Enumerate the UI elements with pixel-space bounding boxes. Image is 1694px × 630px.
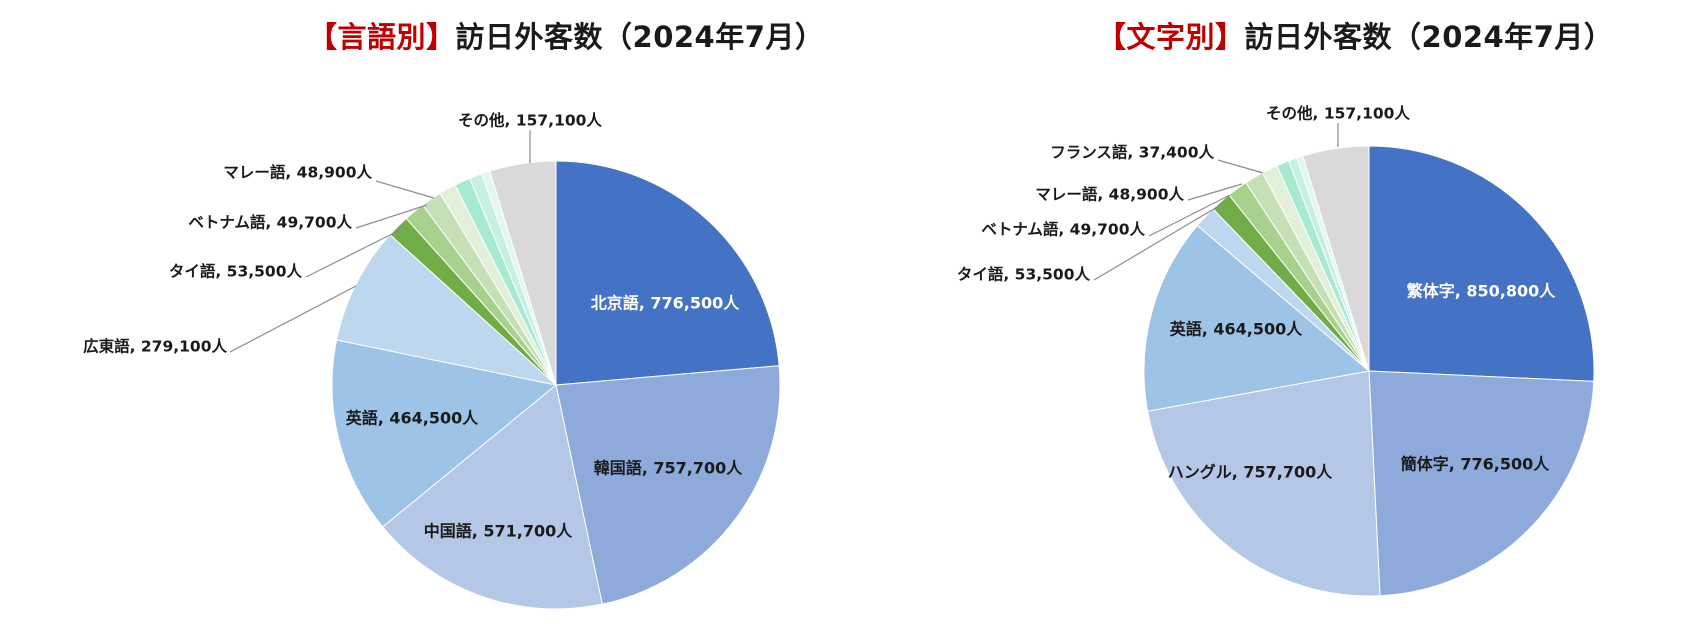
leader-line (355, 204, 428, 229)
pie-slice-その他 (489, 160, 557, 386)
leader-line (1217, 159, 1264, 174)
data-label: 広東語, 279,100人 (83, 337, 227, 356)
data-label: 繁体字, 850,800人 (1406, 282, 1557, 301)
pie-slice-英語 (1143, 224, 1371, 412)
data-label: 英語, 464,500人 (345, 409, 480, 428)
data-label: 北京語, 776,500人 (591, 294, 741, 313)
title-main: 訪日外客数（2024年7月） (1244, 20, 1614, 54)
pie-slice-北京語 (555, 160, 780, 386)
data-label: マレー語, 48,900人 (223, 163, 372, 182)
data-label: タイ語, 53,500人 (957, 265, 1091, 284)
leader-line (305, 226, 407, 278)
leader-line (229, 285, 357, 353)
chart-title-language: 【言語別】訪日外客数（2024年7月） (308, 14, 824, 56)
pie-slice-中国語 (381, 384, 603, 610)
title-main: 訪日外客数（2024年7月） (455, 20, 825, 54)
data-label: マレー語, 48,900人 (1035, 185, 1184, 204)
pie-slice-繁体字 (1368, 145, 1595, 382)
pie-slice-韓国語 (555, 365, 781, 605)
data-label: ベトナム語, 49,700人 (981, 220, 1145, 239)
leader-line (1187, 183, 1243, 201)
pie-slice-英語 (331, 339, 558, 528)
chart-title-script: 【文字別】訪日外客数（2024年7月） (1097, 14, 1613, 56)
pie-slice-ハングル (1147, 370, 1381, 597)
leader-line (1093, 202, 1225, 281)
leader-line (375, 180, 435, 199)
leader-line (1148, 194, 1231, 237)
data-label: 中国語, 571,700人 (424, 522, 574, 541)
data-label: ハングル, 757,700人 (1168, 463, 1334, 482)
data-label: 英語, 464,500人 (1169, 320, 1304, 339)
data-label: 簡体字, 776,500人 (1400, 455, 1551, 474)
data-label: タイ語, 53,500人 (169, 262, 303, 281)
data-label: ベトナム語, 49,700人 (188, 213, 352, 232)
pie-slice-広東語 (335, 233, 558, 386)
data-label: その他, 157,100人 (458, 111, 602, 130)
data-label: その他, 157,100人 (1266, 104, 1410, 123)
title-accent: 【文字別】 (1097, 20, 1245, 54)
pie-slice-その他 (1302, 145, 1370, 372)
data-label: 韓国語, 757,700人 (594, 459, 744, 478)
pie-slice-簡体字 (1368, 370, 1595, 597)
data-label: フランス語, 37,400人 (1050, 143, 1214, 162)
title-accent: 【言語別】 (308, 20, 456, 54)
